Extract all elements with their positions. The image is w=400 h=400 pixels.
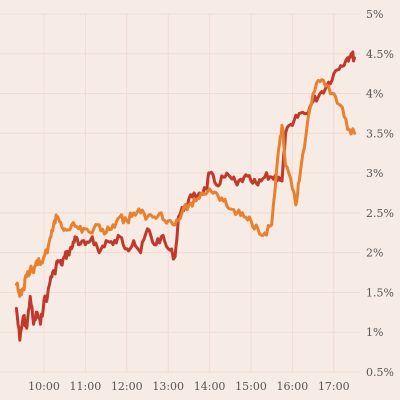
- y-axis-ticks: 0.5% 1% 1.5% 2% 2.5% 3% 3.5% 4% 4.5% 5%: [366, 8, 394, 379]
- y-tick-label: 0.5%: [366, 366, 394, 379]
- y-tick-label: 2.5%: [366, 207, 394, 220]
- grid: [0, 13, 360, 373]
- x-tick-label: 12:00: [111, 380, 143, 393]
- y-tick-label: 2%: [366, 247, 383, 260]
- x-tick-label: 10:00: [28, 380, 60, 393]
- x-tick-label: 14:00: [194, 380, 226, 393]
- y-tick-label: 3%: [366, 167, 383, 180]
- x-tick-label: 11:00: [70, 380, 102, 393]
- y-tick-label: 5%: [366, 8, 383, 21]
- y-tick-label: 1.5%: [366, 286, 394, 299]
- series-line-2: [14, 78, 356, 298]
- series-lines: [14, 50, 356, 342]
- x-axis-ticks: 10:00 11:00 12:00 13:00 14:00 15:00 16:00 17:00: [28, 380, 350, 393]
- x-tick-label: 17:00: [318, 380, 350, 393]
- y-tick-label: 4%: [366, 88, 383, 101]
- y-tick-label: 3.5%: [366, 127, 394, 140]
- x-tick-label: 16:00: [277, 380, 309, 393]
- y-tick-label: 1%: [366, 326, 383, 339]
- x-tick-label: 15:00: [235, 380, 267, 393]
- y-tick-label: 4.5%: [366, 48, 394, 61]
- x-tick-label: 13:00: [152, 380, 184, 393]
- series-line-1: [14, 50, 356, 342]
